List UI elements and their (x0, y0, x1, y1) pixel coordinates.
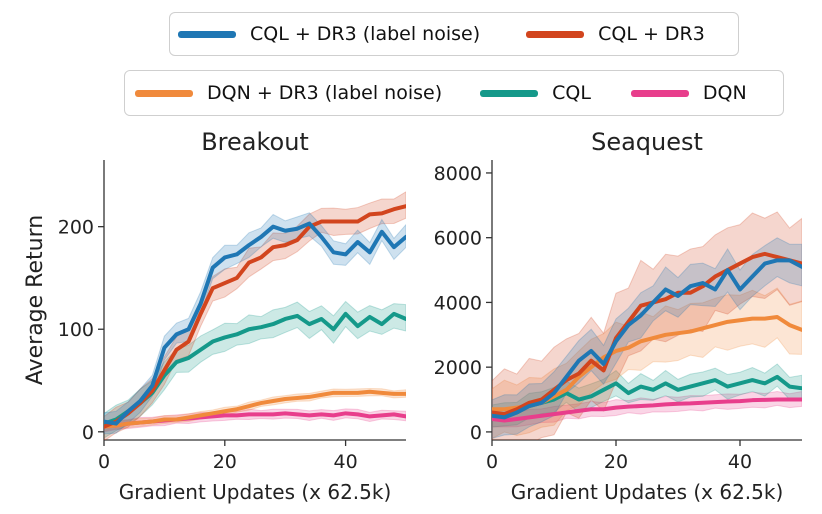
y-tick-label: 0 (470, 422, 482, 444)
legend-label: DQN + DR3 (label noise) (207, 82, 443, 104)
legend-item-cql: CQL (480, 82, 591, 104)
x-tick-label: 0 (486, 451, 498, 473)
legend-item-dqn: DQN (630, 82, 747, 104)
legend-label: CQL + DR3 (label noise) (250, 23, 481, 45)
y-tick-label: 6000 (434, 228, 482, 250)
panel-seaquest: Seaquest 0 2000 4000 6000 8000 0 20 40 Gradient U… (434, 128, 802, 504)
legend-swatch-cql-dr3 (526, 30, 585, 38)
line-cql-dr3 (492, 251, 802, 417)
legend-item-dqn-dr3-label-noise: DQN + DR3 (label noise) (135, 82, 442, 104)
band-cql-dr3 (492, 211, 802, 440)
x-tick-label: 40 (728, 451, 752, 473)
legend-item-cql-dr3: CQL + DR3 (526, 23, 705, 45)
y-tick-label: 8000 (434, 163, 482, 185)
panel-title-seaquest: Seaquest (591, 128, 703, 156)
legend-item-cql-dr3-label-noise: CQL + DR3 (label noise) (178, 23, 480, 45)
x-axis-label: Gradient Updates (x 62.5k) (511, 480, 784, 504)
line-dqn (492, 397, 802, 423)
panel-title-breakout: Breakout (201, 128, 309, 156)
x-tick-label: 20 (213, 451, 237, 473)
legend-swatch-cql-dr3-label-noise (178, 30, 236, 38)
panel-breakout: Breakout 0 100 200 0 20 40 Gradient Updates (x … (23, 128, 406, 504)
legend-swatch-dqn (630, 89, 689, 97)
line-dqn-dr3-label-noise (104, 389, 406, 429)
band-cql (104, 300, 406, 439)
x-tick-label: 40 (334, 451, 358, 473)
x-axis-label: Gradient Updates (x 62.5k) (119, 480, 392, 504)
line-cql-dr3 (104, 204, 406, 429)
legend-swatch-cql (480, 89, 539, 97)
x-tick-label: 0 (98, 451, 110, 473)
legend-swatch-dqn-dr3-label-noise (135, 89, 193, 97)
legend-label: CQL + DR3 (598, 23, 705, 45)
y-tick-label: 4000 (434, 292, 482, 314)
legend-label: DQN (702, 82, 747, 104)
line-cql-dr3-label-noise (104, 221, 406, 426)
y-tick-label: 200 (58, 217, 94, 239)
legend-row-2: DQN + DR3 (label noise) CQL DQN (124, 70, 784, 116)
y-tick-label: 100 (58, 319, 94, 341)
y-axis-label: Average Return (23, 215, 48, 385)
line-cql-dr3-label-noise (492, 258, 802, 420)
y-tick-label: 0 (82, 422, 94, 444)
legend-label: CQL (552, 82, 591, 104)
x-tick-label: 20 (604, 451, 628, 473)
legend-row-1: CQL + DR3 (label noise) CQL + DR3 (169, 12, 739, 56)
y-tick-label: 2000 (434, 357, 482, 379)
